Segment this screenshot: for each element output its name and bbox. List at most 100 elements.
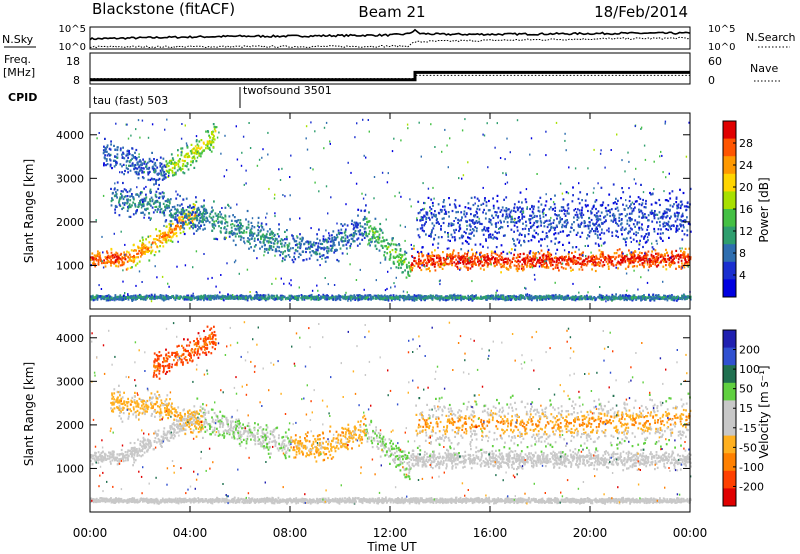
heatmap-cell — [370, 241, 372, 244]
heatmap-cell — [162, 235, 164, 238]
heatmap-cell — [438, 212, 441, 215]
heatmap-cell — [168, 168, 171, 171]
heatmap-cell — [122, 163, 125, 166]
heatmap-cell — [559, 256, 562, 259]
heatmap-cell — [173, 165, 176, 168]
heatmap-cell — [179, 228, 181, 231]
heatmap-cell — [675, 197, 678, 200]
heatmap-cell — [269, 228, 271, 231]
heatmap-cell — [637, 253, 640, 257]
heatmap-cell — [638, 208, 640, 211]
heatmap-cell — [380, 240, 383, 243]
heatmap-cell — [110, 204, 113, 207]
heatmap-cell — [210, 140, 212, 144]
heatmap-cell — [607, 209, 610, 212]
heatmap-cell — [126, 202, 128, 205]
heatmap-cell — [530, 214, 533, 217]
heatmap-cell — [170, 208, 173, 211]
heatmap-cell — [501, 206, 504, 209]
heatmap-cell — [129, 169, 132, 172]
heatmap-cell — [434, 249, 436, 252]
heatmap-cell — [182, 207, 184, 210]
heatmap-cell — [301, 238, 304, 241]
heatmap-cell — [176, 220, 179, 223]
heatmap-cell — [683, 219, 686, 222]
heatmap-cell — [357, 208, 360, 211]
heatmap-cell — [663, 257, 666, 260]
heatmap-cell — [127, 207, 130, 210]
heatmap-cell — [581, 268, 584, 271]
heatmap-cell — [123, 256, 126, 259]
heatmap-cell — [394, 248, 397, 251]
heatmap-cell — [429, 270, 431, 273]
heatmap-cell — [590, 212, 593, 215]
heatmap-cell — [662, 257, 665, 260]
heatmap-cell — [555, 257, 558, 260]
heatmap-cell — [565, 255, 567, 258]
heatmap-cell — [673, 224, 675, 228]
heatmap-cell — [174, 226, 177, 229]
heatmap-cell — [365, 204, 367, 207]
heatmap-cell — [160, 207, 163, 211]
heatmap-cell — [622, 257, 625, 260]
heatmap-cell — [162, 157, 165, 160]
heatmap-cell — [349, 245, 352, 248]
heatmap-cell — [90, 258, 92, 261]
heatmap-cell — [278, 235, 280, 238]
heatmap-cell — [568, 234, 570, 237]
heatmap-cell — [200, 139, 203, 142]
heatmap-cell — [560, 206, 563, 209]
heatmap-cell — [602, 201, 605, 204]
heatmap-cell — [168, 229, 171, 232]
heatmap-cell — [159, 208, 162, 211]
heatmap-cell — [327, 240, 330, 243]
heatmap-cell — [566, 263, 568, 266]
heatmap-cell — [624, 267, 627, 270]
heatmap-cell — [643, 236, 646, 239]
heatmap-cell — [113, 253, 116, 256]
heatmap-cell — [193, 208, 196, 211]
heatmap-cell — [593, 223, 595, 226]
heatmap-cell — [219, 210, 221, 214]
heatmap-cell — [586, 237, 588, 240]
heatmap-cell — [225, 228, 228, 231]
heatmap-cell — [185, 165, 188, 168]
heatmap-cell — [238, 230, 241, 233]
cpid-segment-label: tau (fast) 503 — [93, 94, 168, 107]
heatmap-cell — [263, 236, 265, 239]
heatmap-cell — [495, 263, 498, 266]
heatmap-cell — [436, 256, 438, 260]
heatmap-cell — [160, 232, 162, 235]
heatmap-cell — [171, 169, 174, 172]
heatmap-cell — [556, 248, 559, 251]
heatmap-cell — [226, 224, 229, 227]
heatmap-cell — [169, 220, 172, 223]
heatmap-cell — [596, 262, 599, 265]
heatmap-cell — [328, 237, 331, 240]
heatmap-cell — [665, 260, 668, 263]
heatmap-cell — [292, 237, 295, 240]
heatmap-cell — [135, 212, 137, 215]
heatmap-cell — [420, 209, 422, 212]
heatmap-cell — [524, 227, 527, 230]
heatmap-cell — [628, 249, 630, 252]
heatmap-cell — [676, 229, 679, 232]
heatmap-cell — [546, 257, 549, 260]
heatmap-cell — [389, 244, 392, 247]
heatmap-cell — [366, 223, 369, 226]
heatmap-cell — [676, 218, 679, 221]
heatmap-cell — [641, 223, 643, 226]
heatmap-cell — [538, 258, 540, 262]
heatmap-cell — [379, 227, 381, 230]
heatmap-cell — [314, 295, 317, 298]
heatmap-cell — [627, 265, 630, 269]
heatmap-cell — [604, 206, 607, 210]
heatmap-cell — [680, 267, 683, 270]
heatmap-cell — [641, 228, 644, 231]
heatmap-cell — [158, 250, 161, 253]
freq-tick-bottom: 8 — [73, 74, 80, 87]
heatmap-cell — [190, 206, 193, 209]
heatmap-cell — [636, 223, 639, 226]
heatmap-cell — [604, 258, 606, 261]
heatmap-cell — [466, 258, 469, 261]
